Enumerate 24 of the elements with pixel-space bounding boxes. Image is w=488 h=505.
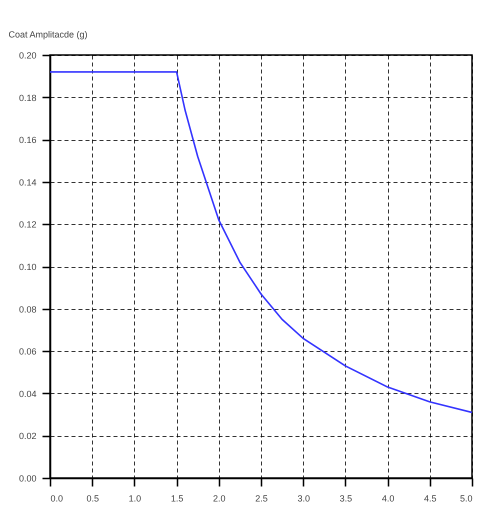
y-tick-label: 0.16: [18, 135, 36, 146]
x-tick-label: 4.0: [382, 494, 394, 504]
y-tick-label: 0.04: [18, 388, 36, 399]
y-tick-label: 0.08: [18, 304, 36, 314]
x-tick-label: 2.0: [213, 494, 226, 504]
x-tick-label: 5.0: [460, 494, 472, 504]
x-tick-label: 1.5: [170, 494, 184, 504]
y-tick-label: 0.02: [18, 431, 36, 442]
y-tick-label: 0.12: [18, 220, 36, 230]
x-tick-label: 2.5: [255, 494, 268, 504]
x-tick-label: 3.0: [297, 494, 310, 504]
line-series: [49, 71, 473, 414]
x-tick-label: 0.0: [50, 494, 64, 504]
x-tick-label: 3.5: [340, 494, 352, 504]
y-axis-title: Coat Amplitacde (g): [8, 30, 88, 40]
y-tick-label: 0.06: [18, 346, 36, 357]
y-tick-label: 0.20: [18, 50, 36, 60]
x-tick-label: 0.5: [86, 494, 99, 504]
y-tick-label: 0.18: [18, 92, 36, 103]
x-tick-label: 4.5: [424, 494, 437, 504]
y-tick-label: 0.10: [18, 262, 36, 272]
y-tick-label: 0.00: [18, 474, 36, 484]
x-tick-label: 1.0: [128, 494, 142, 504]
y-tick-label: 0.14: [18, 177, 36, 188]
